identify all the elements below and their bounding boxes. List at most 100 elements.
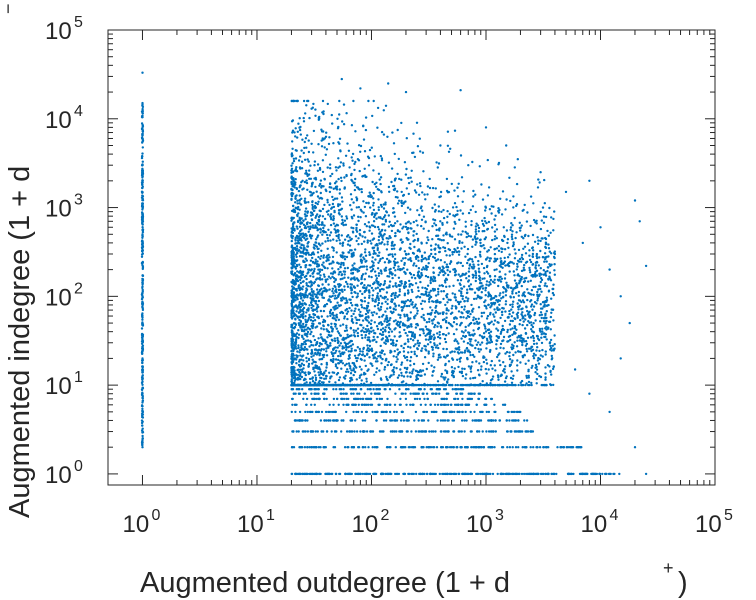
data-point [447,360,451,363]
data-point [300,375,304,379]
data-point [491,238,494,242]
data-point [618,472,621,476]
data-point [335,430,338,433]
data-point [396,348,399,351]
data-point [504,264,507,267]
data-point [476,287,479,290]
data-point [381,327,385,330]
data-point [290,356,294,359]
data-point [372,197,375,200]
data-point [341,345,344,348]
data-point [332,397,336,401]
data-point [499,197,502,200]
data-point [304,210,307,213]
data-point [477,347,480,351]
data-point [375,351,378,354]
data-point [445,347,448,351]
data-point [373,321,376,324]
data-point [321,263,324,266]
data-point [490,419,493,422]
data-point [324,135,328,138]
data-point [364,328,367,331]
data-point [513,166,516,169]
data-point [422,392,425,395]
data-point [524,314,527,317]
data-point [471,288,474,291]
data-point [377,301,381,305]
data-point [551,367,555,371]
data-point [421,286,424,289]
data-point [469,235,473,238]
data-point [509,303,512,307]
data-point [526,336,530,339]
data-point [302,316,305,320]
data-point [506,340,509,343]
data-point [444,340,448,344]
data-point [141,318,144,321]
data-point [141,440,144,443]
data-point [404,211,407,215]
data-point [512,353,515,357]
data-point [470,220,473,223]
data-point [141,71,144,74]
data-point [312,246,315,249]
data-point [466,288,469,291]
data-point [405,187,408,190]
data-point [415,472,418,476]
data-point [467,310,471,313]
data-point [529,195,533,198]
data-point [481,430,484,433]
data-point [353,248,357,251]
data-point [350,315,353,318]
data-point [446,472,449,476]
data-point [140,127,144,131]
data-point [359,290,362,293]
data-point [303,201,307,204]
data-point [467,211,471,215]
data-point [504,303,507,306]
data-point [456,186,459,189]
data-point [309,274,312,278]
data-point [347,239,350,243]
data-point [396,376,400,379]
data-point [494,369,497,372]
data-point [394,261,397,265]
data-point [531,334,535,338]
data-point [384,104,388,108]
data-point [415,257,418,261]
data-point [322,273,326,276]
data-point [508,364,512,368]
data-point [384,419,388,422]
data-point [379,344,382,348]
data-point [309,332,312,336]
data-point [322,348,326,351]
data-point [515,292,518,295]
data-point [515,328,518,331]
data-point [324,240,327,243]
data-point [303,197,307,200]
data-point [396,128,399,132]
data-point [351,159,354,162]
data-point [331,255,335,259]
data-point [302,151,305,155]
data-point [290,397,294,401]
data-point [390,229,394,233]
data-point [352,329,355,332]
data-point [529,430,532,433]
data-point [451,292,454,295]
data-point [351,304,354,307]
data-point [453,403,457,406]
data-point [479,343,482,346]
data-point [386,403,389,406]
data-point [509,228,512,232]
data-point [445,285,448,288]
data-point [292,392,296,395]
data-point [534,285,537,288]
data-point [628,321,631,325]
data-point [455,446,459,449]
data-point [341,311,345,315]
data-point [536,372,539,376]
data-point [334,325,337,328]
data-point [395,410,398,414]
data-point [346,285,350,288]
